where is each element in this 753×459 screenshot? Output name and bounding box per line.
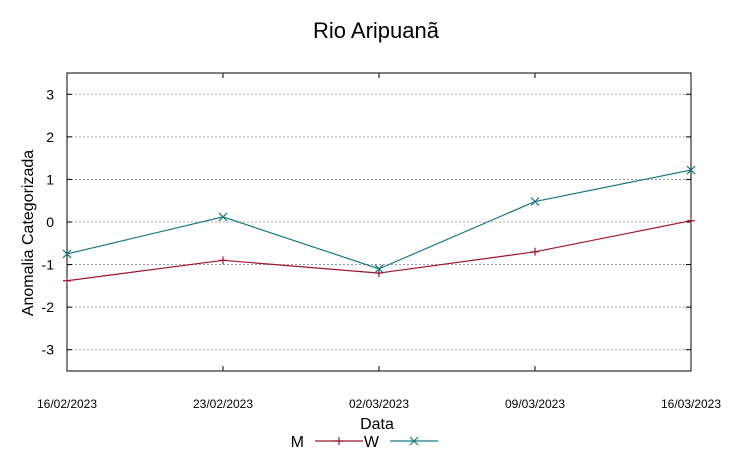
series-w-point: [374, 264, 384, 274]
x-tick-label: 02/03/2023: [349, 397, 409, 411]
series-w-point: [218, 212, 228, 222]
legend-marker-w: [409, 436, 419, 446]
grid: [67, 93, 691, 351]
y-axis: -3 -2 -1 0 1 2 3: [42, 86, 691, 358]
x-tick-label: 23/02/2023: [193, 397, 253, 411]
series-w-point: [686, 165, 696, 175]
y-tick-label: -2: [42, 299, 55, 315]
y-tick-label: 1: [46, 171, 54, 187]
y-axis-label: Anomalia Categorizada: [20, 150, 37, 316]
series-group: [62, 165, 696, 285]
series-m-point: [687, 216, 695, 225]
series-m-point: [375, 269, 383, 278]
series-w-line: [66, 169, 692, 270]
legend-marker-m: [335, 437, 343, 445]
x-tick-label: 16/03/2023: [661, 397, 721, 411]
legend-label-w: W: [364, 434, 380, 451]
x-axis-label: Data: [360, 416, 394, 433]
y-tick-label: -1: [42, 257, 55, 273]
y-tick-label: 3: [46, 86, 54, 102]
series-w-point: [530, 197, 540, 206]
series-w-point: [62, 249, 72, 259]
x-axis: 16/02/2023 23/02/2023 02/03/2023 09/03/2023…: [37, 73, 721, 411]
y-tick-label: -3: [42, 342, 55, 358]
x-tick-label: 16/02/2023: [37, 397, 97, 411]
legend-label-m: M: [291, 434, 304, 451]
series-m-point: [219, 256, 227, 265]
chart-title: Rio Aripuanã: [313, 18, 440, 43]
series-m-point: [531, 247, 539, 256]
y-tick-label: 0: [46, 214, 54, 230]
x-tick-label: 09/03/2023: [505, 397, 565, 411]
series-m-point: [63, 276, 71, 285]
y-tick-label: 2: [46, 129, 54, 145]
